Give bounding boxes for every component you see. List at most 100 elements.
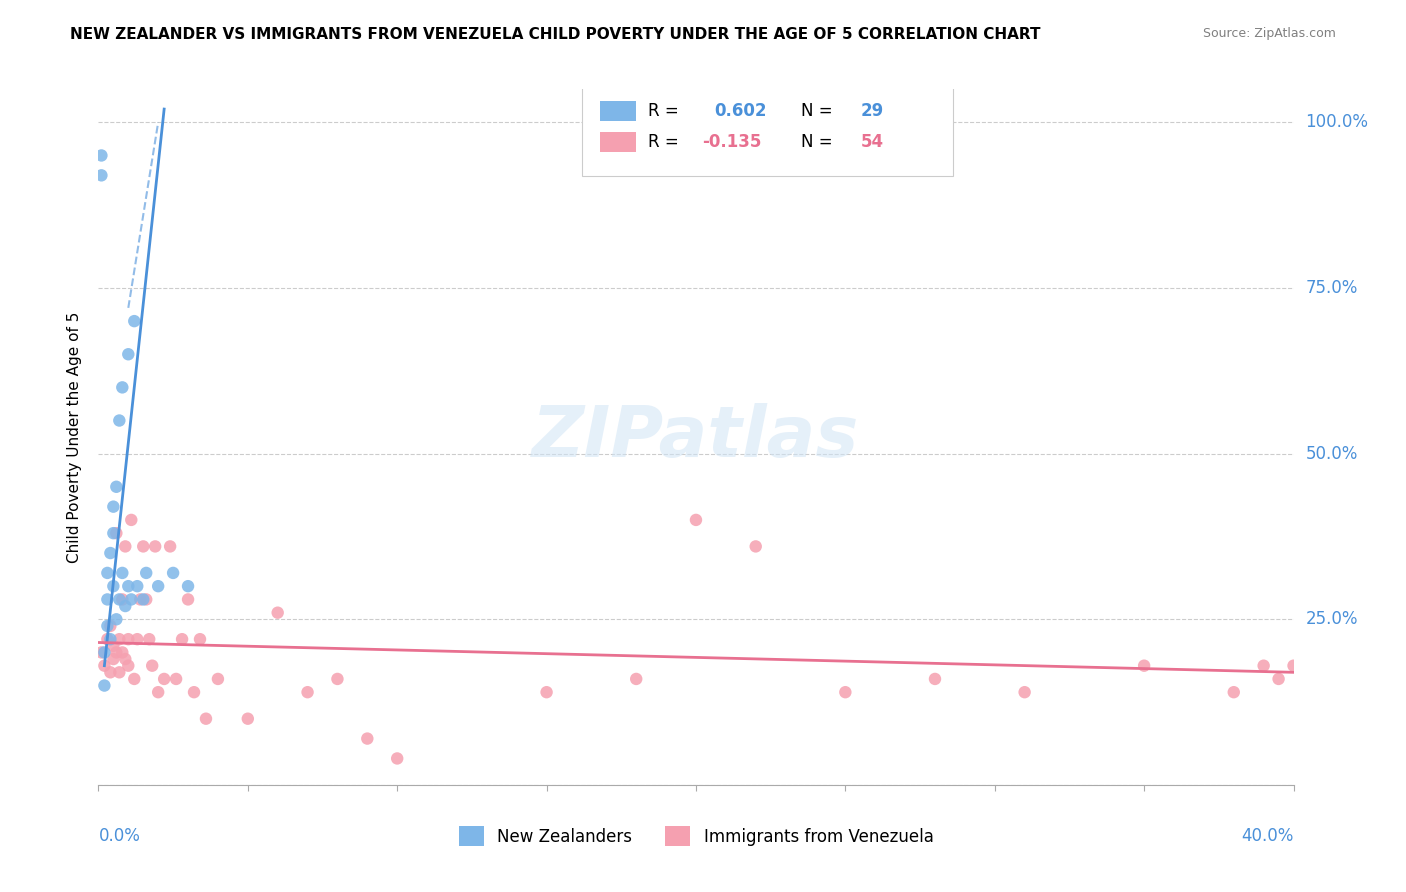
- Point: [90, 169, 112, 183]
- Point: [132, 592, 155, 607]
- Point: [1223, 685, 1246, 699]
- Text: NEW ZEALANDER VS IMMIGRANTS FROM VENEZUELA CHILD POVERTY UNDER THE AGE OF 5 CORR: NEW ZEALANDER VS IMMIGRANTS FROM VENEZUE…: [70, 27, 1040, 42]
- Text: 0.602: 0.602: [714, 102, 766, 120]
- Point: [834, 685, 856, 699]
- Point: [103, 500, 125, 514]
- Point: [96, 566, 118, 580]
- Point: [111, 380, 134, 394]
- Point: [143, 540, 166, 554]
- Point: [114, 540, 136, 554]
- Point: [98, 619, 122, 633]
- Point: [924, 672, 946, 686]
- Point: [685, 513, 707, 527]
- Point: [108, 592, 131, 607]
- Point: [129, 592, 152, 607]
- Point: [148, 685, 170, 699]
- Point: [111, 592, 134, 607]
- Text: 100.0%: 100.0%: [1305, 113, 1368, 131]
- Point: [96, 632, 118, 647]
- Text: -0.135: -0.135: [702, 133, 761, 151]
- Point: [356, 731, 378, 746]
- Point: [153, 672, 176, 686]
- Point: [138, 632, 160, 647]
- Point: [108, 665, 131, 680]
- Point: [177, 579, 200, 593]
- Point: [165, 672, 187, 686]
- Point: [124, 672, 146, 686]
- Point: [103, 526, 125, 541]
- Point: [297, 685, 319, 699]
- Point: [172, 632, 194, 647]
- Point: [98, 546, 122, 560]
- Text: 25.0%: 25.0%: [1305, 610, 1358, 628]
- Point: [177, 592, 200, 607]
- Point: [127, 632, 149, 647]
- Point: [135, 592, 157, 607]
- Point: [135, 566, 157, 580]
- Point: [105, 645, 128, 659]
- Bar: [600, 101, 636, 120]
- Point: [103, 652, 125, 666]
- Point: [141, 658, 163, 673]
- Point: [148, 579, 170, 593]
- Point: [188, 632, 211, 647]
- Point: [93, 658, 115, 673]
- Point: [93, 645, 115, 659]
- Point: [98, 632, 122, 647]
- Point: [105, 612, 128, 626]
- Point: [98, 665, 122, 680]
- Point: [159, 540, 181, 554]
- Point: [624, 672, 647, 686]
- Text: R =: R =: [648, 133, 685, 151]
- Point: [114, 599, 136, 613]
- Text: N =: N =: [801, 133, 838, 151]
- Point: [90, 645, 112, 659]
- Point: [194, 712, 218, 726]
- Point: [117, 347, 139, 361]
- Point: [96, 619, 118, 633]
- Point: [120, 513, 142, 527]
- Point: [90, 148, 112, 162]
- Point: [183, 685, 205, 699]
- Point: [96, 592, 118, 607]
- Text: N =: N =: [801, 102, 838, 120]
- Point: [385, 751, 409, 765]
- Point: [103, 639, 125, 653]
- Point: [124, 314, 146, 328]
- Point: [127, 579, 149, 593]
- Point: [120, 592, 142, 607]
- Bar: [600, 132, 636, 152]
- Point: [105, 480, 128, 494]
- Point: [236, 712, 259, 726]
- Point: [745, 540, 768, 554]
- Point: [108, 413, 131, 427]
- Point: [117, 632, 139, 647]
- Point: [1282, 658, 1305, 673]
- Text: 50.0%: 50.0%: [1305, 444, 1358, 463]
- Point: [1267, 672, 1289, 686]
- Text: R =: R =: [648, 102, 689, 120]
- Point: [162, 566, 184, 580]
- Point: [1014, 685, 1036, 699]
- Point: [267, 606, 290, 620]
- Point: [111, 566, 134, 580]
- Point: [111, 645, 134, 659]
- Point: [108, 632, 131, 647]
- FancyBboxPatch shape: [582, 86, 953, 177]
- Point: [114, 652, 136, 666]
- Text: 40.0%: 40.0%: [1241, 827, 1294, 845]
- Text: 75.0%: 75.0%: [1305, 279, 1358, 297]
- Legend: New Zealanders, Immigrants from Venezuela: New Zealanders, Immigrants from Venezuel…: [451, 820, 941, 853]
- Y-axis label: Child Poverty Under the Age of 5: Child Poverty Under the Age of 5: [67, 311, 83, 563]
- Point: [207, 672, 229, 686]
- Text: Source: ZipAtlas.com: Source: ZipAtlas.com: [1202, 27, 1336, 40]
- Point: [132, 540, 155, 554]
- Point: [536, 685, 558, 699]
- Point: [1253, 658, 1275, 673]
- Point: [103, 579, 125, 593]
- Point: [117, 658, 139, 673]
- Point: [93, 679, 115, 693]
- Point: [105, 526, 128, 541]
- Text: ZIPatlas: ZIPatlas: [533, 402, 859, 472]
- Text: 54: 54: [860, 133, 884, 151]
